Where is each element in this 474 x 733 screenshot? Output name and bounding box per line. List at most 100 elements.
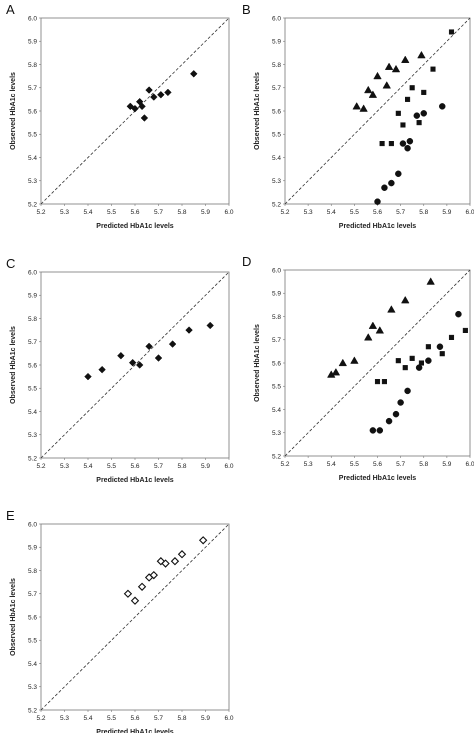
y-tick-label: 6.0 (28, 15, 37, 22)
data-point-diamond (161, 559, 170, 568)
panel-a: A 5.2 5.3 5.4 5.5 5.6 5.7 5.8 5.9 6.0 5.2 5.3 5.4 5.5… (6, 2, 234, 230)
data-point-square (462, 327, 468, 333)
y-axis-title: Observed HbA1c levels (254, 324, 261, 402)
data-point-triangle (352, 102, 361, 110)
data-point-square (400, 122, 406, 128)
x-tick-label: 5.5 (350, 209, 359, 216)
data-point-triangle (401, 55, 410, 63)
data-point-square (379, 141, 385, 147)
x-tick-label: 5.6 (130, 463, 139, 470)
x-tick-label: 5.4 (83, 715, 92, 722)
x-tick-label: 5.5 (107, 715, 116, 722)
data-point-triangle (391, 64, 401, 73)
data-point-diamond (135, 361, 144, 369)
data-point-diamond (131, 104, 139, 113)
x-tick-label: 5.8 (419, 461, 428, 468)
x-tick-label: 5.4 (83, 209, 92, 216)
data-point-triangle (338, 358, 348, 367)
data-point-square (395, 110, 401, 116)
panel-letter: C (6, 256, 15, 271)
identity-reference-line (40, 523, 230, 711)
y-tick-label: 5.6 (272, 108, 281, 115)
y-tick-label: 5.6 (28, 362, 37, 369)
data-point-square (448, 334, 455, 340)
data-point-diamond (177, 550, 187, 559)
panel-d: D 5.2 5.3 5.4 5.5 5.6 5.7 5.8 5.9 6.0 5.2 5.3 5.4 5.5… (242, 254, 474, 482)
identity-reference-line (284, 269, 471, 457)
panel-e: E 5.2 5.3 5.4 5.5 5.6 5.7 5.8 5.9 6.0 5.2 5.3 5.4 5.5… (6, 508, 234, 733)
data-point-circle (415, 364, 423, 371)
data-point-triangle (373, 71, 382, 80)
y-tick-label: 5.6 (28, 108, 37, 115)
data-point-circle (388, 179, 395, 187)
x-tick-label: 5.3 (60, 715, 69, 722)
y-tick-label: 5.8 (272, 314, 281, 321)
y-tick-label: 5.4 (272, 155, 281, 162)
y-tick-label: 6.0 (28, 521, 37, 528)
panel-c: C 5.2 5.3 5.4 5.5 5.6 5.7 5.8 5.9 6.0 5.2 5.3 5.4 5.5… (6, 256, 234, 484)
data-point-circle (369, 427, 377, 434)
data-point-diamond (128, 358, 137, 367)
data-point-square (402, 365, 408, 371)
x-tick-label: 5.7 (154, 209, 163, 216)
identity-reference-line (40, 271, 230, 459)
y-tick-label: 5.8 (28, 568, 37, 575)
y-tick-label: 5.8 (272, 62, 281, 69)
x-tick-label: 5.8 (419, 209, 428, 216)
data-point-square (388, 141, 394, 147)
data-point-diamond (117, 351, 125, 360)
y-tick-label: 5.3 (272, 178, 281, 185)
data-point-triangle (364, 85, 373, 94)
x-tick-label: 5.3 (304, 209, 313, 216)
data-point-square (418, 360, 424, 366)
data-point-diamond (130, 596, 140, 605)
data-point-diamond (123, 589, 133, 598)
y-axis-title: Observed HbA1c levels (10, 326, 17, 404)
x-tick-label: 6.0 (465, 461, 474, 468)
data-point-triangle (364, 333, 373, 341)
panel-letter: D (242, 254, 251, 269)
x-axis-title: Predicted HbA1c levels (96, 729, 174, 733)
panel-b: B 5.2 5.3 5.4 5.5 5.6 5.7 5.8 5.9 6.0 5.2 5.3 5.4 5.5… (242, 2, 474, 230)
y-tick-label: 6.0 (28, 269, 37, 276)
x-tick-label: 6.0 (224, 463, 233, 470)
y-tick-label: 5.5 (28, 386, 37, 393)
data-point-diamond (189, 70, 198, 78)
y-tick-label: 5.2 (28, 707, 37, 714)
data-point-diamond (84, 372, 92, 381)
x-tick-label: 5.3 (304, 461, 313, 468)
y-tick-label: 6.0 (272, 267, 281, 274)
data-point-square (395, 358, 401, 364)
data-point-square (421, 89, 427, 95)
data-point-triangle (426, 277, 435, 285)
data-point-triangle (331, 367, 341, 376)
y-tick-label: 5.9 (28, 39, 37, 46)
data-point-square (374, 379, 381, 385)
data-point-diamond (168, 340, 177, 348)
x-tick-label: 5.4 (327, 209, 336, 216)
data-point-circle (381, 184, 388, 191)
data-point-diamond (157, 90, 165, 99)
data-point-triangle (401, 295, 410, 304)
data-point-diamond (206, 321, 214, 330)
x-tick-label: 5.7 (396, 209, 405, 216)
data-point-diamond (126, 102, 135, 111)
data-point-triangle (375, 326, 385, 334)
data-point-diamond (154, 354, 163, 362)
y-tick-label: 5.7 (28, 591, 37, 598)
data-point-circle (392, 410, 400, 418)
x-tick-label: 5.9 (201, 209, 210, 216)
data-point-diamond (145, 86, 153, 94)
data-point-circle (406, 137, 414, 145)
identity-reference-line (284, 17, 471, 205)
y-tick-label: 5.4 (28, 409, 37, 416)
y-tick-label: 5.8 (28, 316, 37, 323)
y-tick-label: 5.3 (28, 178, 37, 185)
x-tick-label: 5.2 (280, 209, 289, 216)
y-tick-label: 5.5 (28, 132, 37, 139)
x-tick-label: 5.2 (280, 461, 289, 468)
x-tick-label: 5.9 (442, 209, 451, 216)
y-tick-label: 5.7 (272, 337, 281, 344)
x-tick-label: 5.4 (83, 463, 92, 470)
